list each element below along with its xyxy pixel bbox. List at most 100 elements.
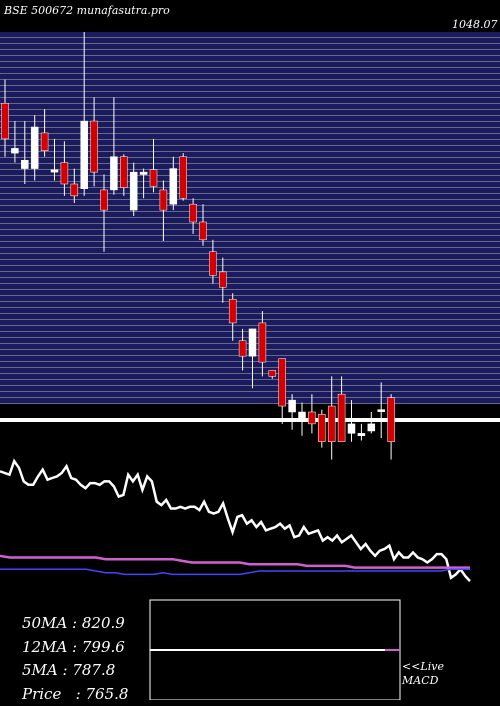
candle-body — [61, 163, 68, 184]
grid-band — [0, 398, 500, 403]
candle-body — [160, 190, 167, 210]
candle-body — [368, 424, 375, 431]
grid-band — [0, 128, 500, 133]
grid-band — [0, 242, 500, 247]
grid-band — [0, 272, 500, 277]
live-link[interactable]: <<Live — [402, 660, 444, 674]
candle-body — [170, 169, 177, 205]
candle-body — [308, 412, 315, 424]
candle-body — [51, 170, 58, 172]
grid-band — [0, 140, 500, 145]
grid-band — [0, 380, 500, 385]
candle-body — [21, 160, 28, 168]
grid-band — [0, 236, 500, 241]
candle-body — [249, 329, 256, 356]
live-label[interactable]: <<Live MACD — [402, 660, 444, 688]
candle-body — [219, 272, 226, 287]
grid-band — [0, 248, 500, 253]
candle-body — [378, 410, 385, 412]
grid-band — [0, 206, 500, 211]
grid-band — [0, 134, 500, 139]
candle-body — [150, 170, 157, 187]
grid-band — [0, 224, 500, 229]
candle-body — [259, 323, 266, 362]
candle-body — [229, 299, 236, 323]
grid-band — [0, 386, 500, 391]
candle-body — [328, 406, 335, 442]
grid-band — [0, 98, 500, 103]
panel-divider — [0, 418, 500, 422]
candle-body — [348, 424, 355, 434]
grid-band — [0, 164, 500, 169]
moving-average-stats: 50MA : 820.9 12MA : 799.6 5MA : 787.8 Pr… — [22, 612, 128, 706]
candle-body — [120, 157, 127, 188]
grid-band — [0, 260, 500, 265]
candle-body — [91, 121, 98, 172]
candle-body — [209, 252, 216, 276]
grid-band — [0, 56, 500, 61]
grid-band — [0, 110, 500, 115]
grid-band — [0, 74, 500, 79]
grid-band — [0, 104, 500, 109]
candle-body — [110, 157, 117, 190]
grid-band — [0, 50, 500, 55]
grid-band — [0, 356, 500, 361]
grid-band — [0, 266, 500, 271]
grid-band — [0, 278, 500, 283]
grid-band — [0, 374, 500, 379]
grid-band — [0, 302, 500, 307]
grid-band — [0, 146, 500, 151]
grid-band — [0, 80, 500, 85]
grid-band — [0, 212, 500, 217]
grid-band — [0, 308, 500, 313]
grid-band — [0, 62, 500, 67]
grid-band — [0, 176, 500, 181]
grid-band — [0, 158, 500, 163]
price-stat: Price : 765.8 — [22, 683, 128, 706]
candle-body — [2, 103, 9, 139]
candle-body — [299, 412, 306, 418]
candle-body — [81, 121, 88, 189]
chart-title: BSE 500672 munafasutra.pro — [4, 4, 170, 17]
candle-body — [279, 359, 286, 407]
grid-band — [0, 170, 500, 175]
candle-body — [200, 222, 207, 240]
grid-band — [0, 254, 500, 259]
candle-body — [31, 127, 38, 169]
top-price-label: 1048.07 — [452, 18, 498, 31]
grid-band — [0, 368, 500, 373]
candle-body — [180, 157, 187, 199]
candle-body — [140, 172, 147, 174]
grid-band — [0, 32, 500, 37]
candle-body — [130, 172, 137, 210]
candle-body — [41, 133, 48, 151]
macd-label: MACD — [402, 674, 444, 688]
grid-band — [0, 86, 500, 91]
grid-band — [0, 314, 500, 319]
candle-body — [269, 370, 276, 376]
candle-body — [190, 204, 197, 222]
price-axis-labels: 1048.07 — [452, 18, 498, 31]
ma50-stat: 50MA : 820.9 — [22, 612, 128, 636]
grid-band — [0, 152, 500, 157]
candle-body — [71, 184, 78, 196]
grid-band — [0, 200, 500, 205]
candle-body — [11, 148, 18, 153]
grid-band — [0, 320, 500, 325]
candle-body — [318, 414, 325, 441]
candle-body — [388, 398, 395, 442]
ma12-stat: 12MA : 799.6 — [22, 636, 128, 660]
grid-band — [0, 116, 500, 121]
grid-band — [0, 68, 500, 73]
grid-band — [0, 38, 500, 43]
grid-band — [0, 218, 500, 223]
grid-band — [0, 392, 500, 397]
ma5-stat: 5MA : 787.8 — [22, 659, 128, 683]
grid-band — [0, 230, 500, 235]
grid-band — [0, 92, 500, 97]
grid-band — [0, 296, 500, 301]
grid-band — [0, 290, 500, 295]
candle-body — [289, 400, 296, 412]
grid-band — [0, 284, 500, 289]
